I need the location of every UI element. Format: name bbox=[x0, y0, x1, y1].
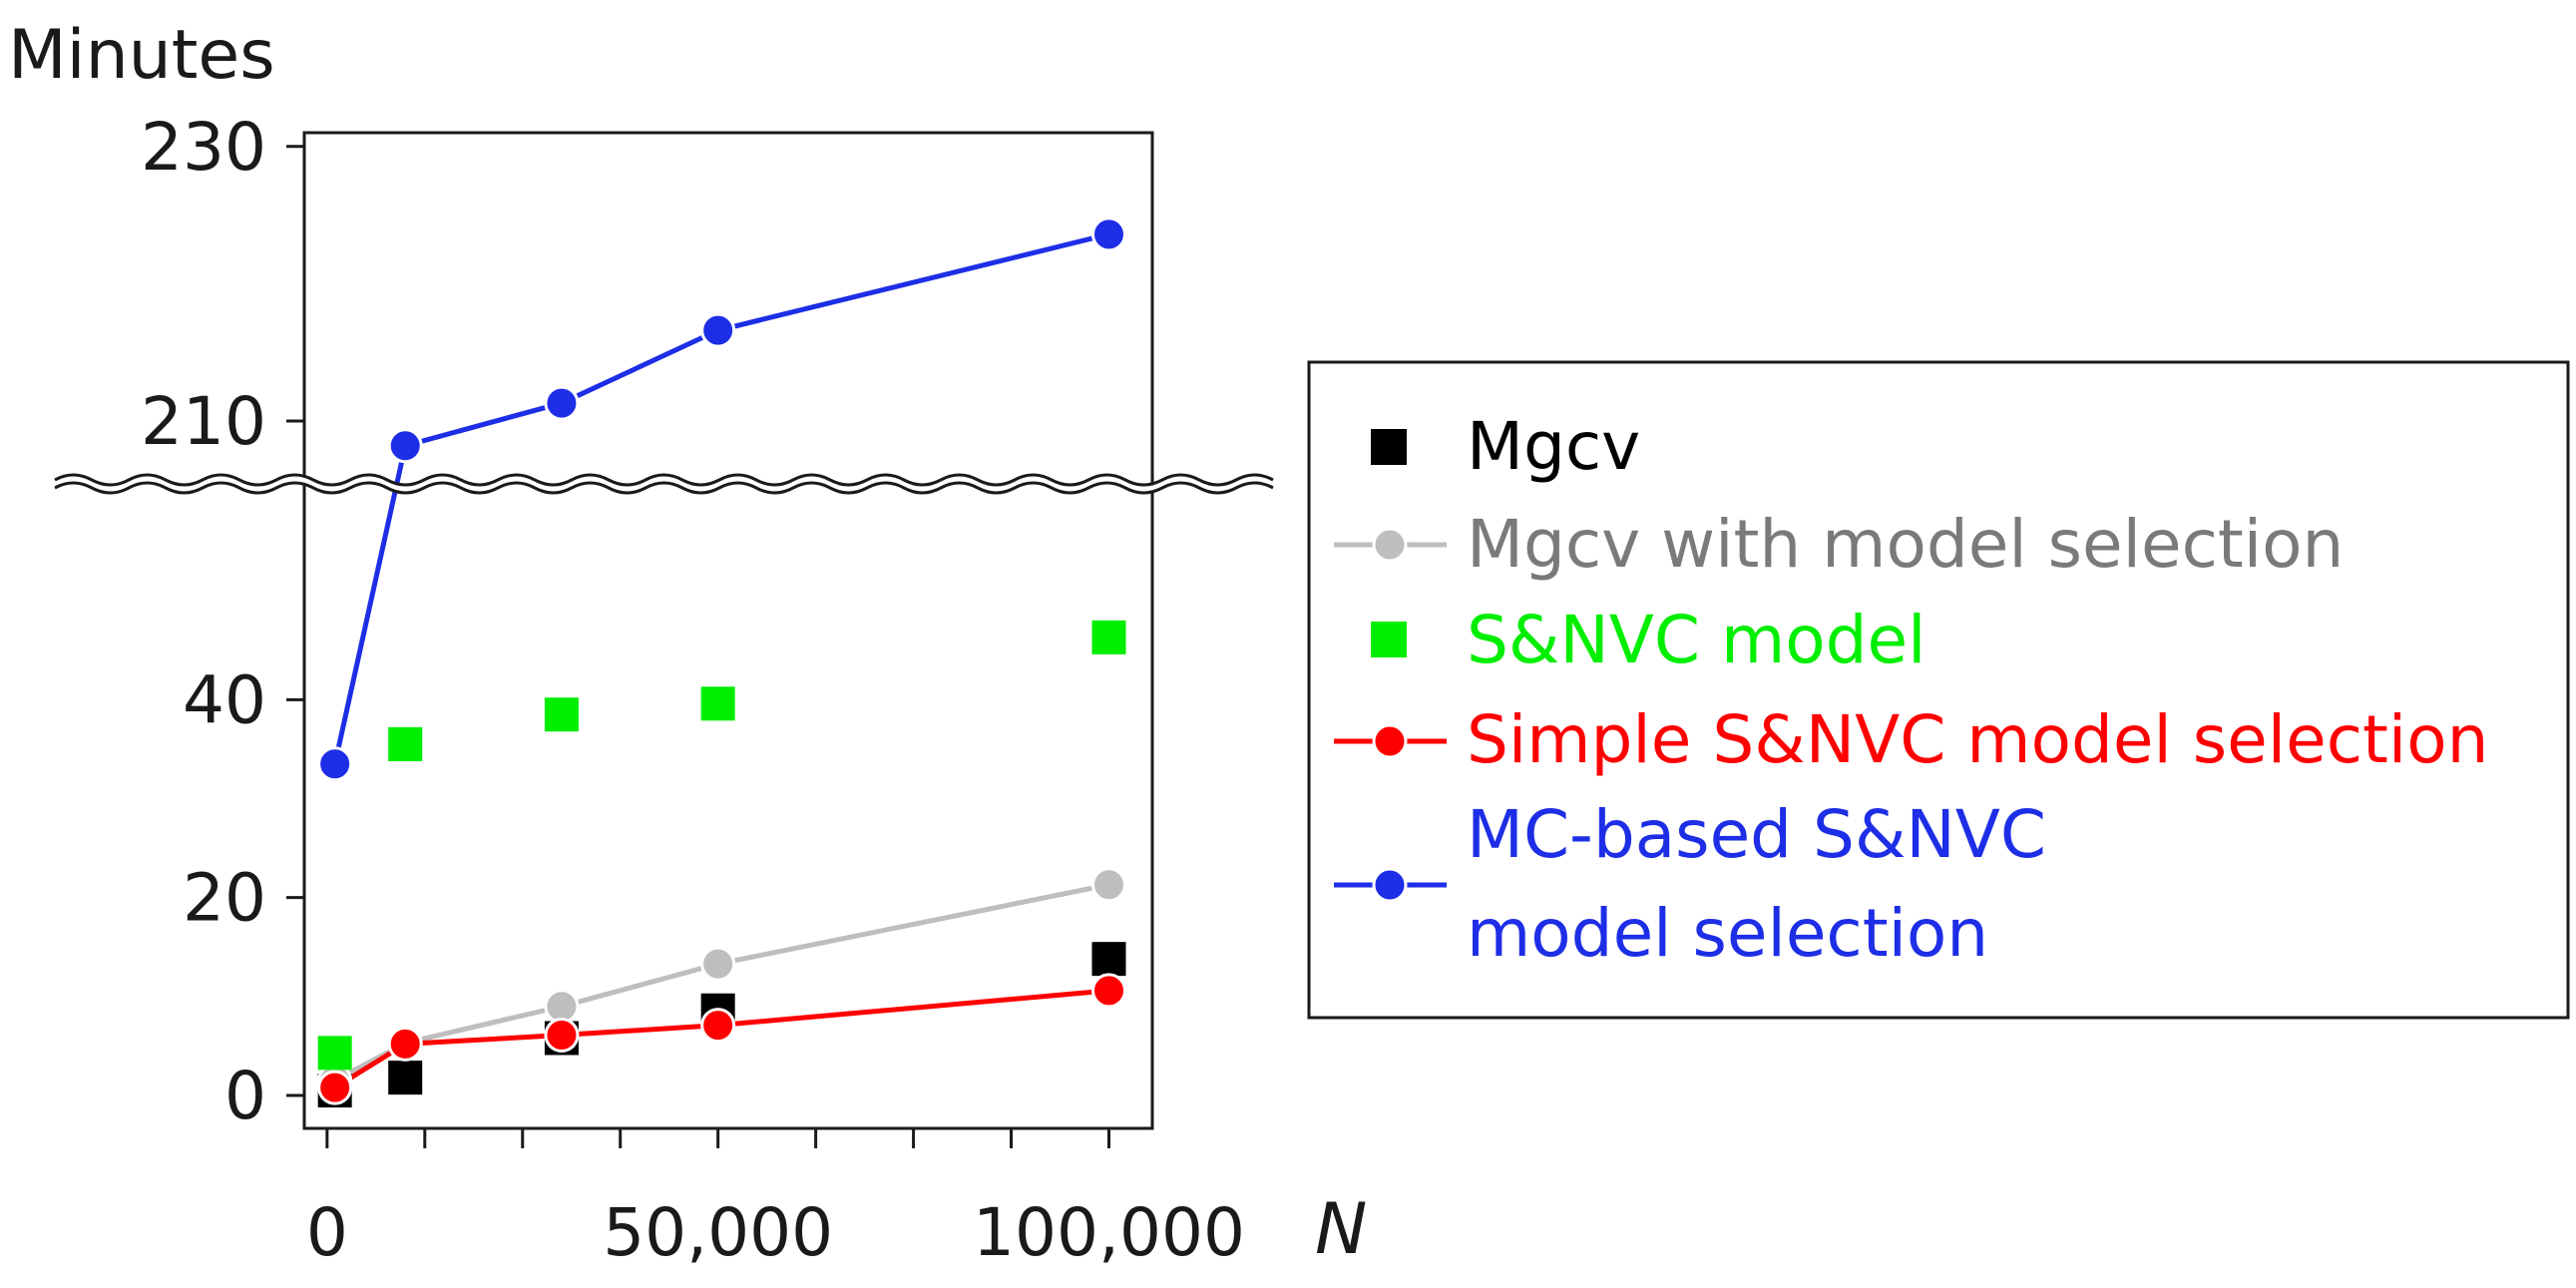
axis-ticks: 0 20 40 210 230 0 50,000 100,000 bbox=[141, 109, 1245, 1271]
series-markers bbox=[317, 216, 1126, 1108]
y-tick-label: 0 bbox=[224, 1058, 266, 1134]
y-tick-label: 230 bbox=[141, 109, 266, 186]
y-axis-label: Minutes bbox=[8, 16, 275, 95]
data-point bbox=[387, 428, 423, 464]
legend-mc-label-line1: MC-based S&NVC bbox=[1467, 796, 2046, 873]
legend: Mgcv Mgcv with model selection S&NVC mod… bbox=[1307, 360, 2570, 1020]
data-point bbox=[700, 1008, 736, 1044]
legend-snvc-label: S&NVC model bbox=[1467, 602, 1926, 678]
y-tick-label: 40 bbox=[183, 661, 266, 738]
data-point bbox=[1090, 973, 1126, 1009]
legend-simple-label: Simple S&NVC model selection bbox=[1467, 701, 2488, 778]
legend-mgcv-swatch bbox=[1371, 429, 1407, 465]
data-point bbox=[1091, 620, 1126, 654]
y-tick-label: 20 bbox=[183, 860, 266, 937]
axis-break-line-bottom bbox=[54, 481, 1274, 495]
data-point bbox=[317, 1036, 352, 1071]
data-point bbox=[1090, 867, 1126, 903]
data-point bbox=[1090, 216, 1126, 252]
legend-mgcv-ms-label: Mgcv with model selection bbox=[1467, 506, 2344, 583]
legend-snvc-swatch bbox=[1371, 622, 1407, 657]
y-tick-label: 210 bbox=[141, 383, 266, 460]
data-point bbox=[700, 686, 735, 721]
legend-mc-marker bbox=[1372, 867, 1408, 903]
legend-mc-label-line2: model selection bbox=[1467, 895, 1988, 972]
data-point bbox=[387, 1026, 423, 1062]
x-tick-label: 50,000 bbox=[603, 1194, 833, 1271]
legend-simple-marker bbox=[1372, 723, 1408, 759]
data-point bbox=[1091, 942, 1126, 977]
legend-frame bbox=[1307, 360, 2570, 1020]
data-point bbox=[388, 1061, 423, 1095]
data-point bbox=[388, 726, 423, 761]
axis-break-mask bbox=[55, 475, 1273, 493]
data-point bbox=[544, 385, 580, 421]
data-point bbox=[544, 1018, 580, 1054]
legend-mgcv-ms-marker bbox=[1372, 527, 1408, 563]
plot-frame bbox=[302, 131, 1154, 1130]
data-point bbox=[544, 697, 579, 732]
data-point bbox=[317, 1070, 353, 1105]
data-point bbox=[700, 312, 736, 348]
x-tick-label: 100,000 bbox=[973, 1194, 1245, 1271]
axis-break-line-top bbox=[54, 473, 1274, 487]
x-tick-label: 0 bbox=[306, 1194, 348, 1271]
x-axis-label: N bbox=[1315, 1188, 1367, 1270]
data-point bbox=[317, 746, 353, 782]
data-point bbox=[544, 989, 580, 1025]
series-line-1 bbox=[333, 882, 1109, 1083]
data-point bbox=[700, 946, 736, 982]
legend-mgcv-label: Mgcv bbox=[1467, 408, 1640, 485]
